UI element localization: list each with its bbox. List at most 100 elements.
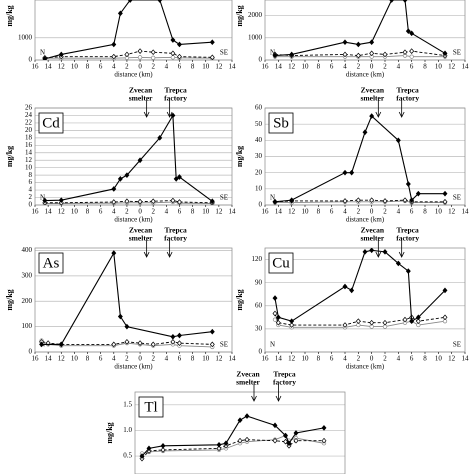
point xyxy=(173,176,179,182)
y-axis-label: mg/kg xyxy=(235,5,244,26)
point xyxy=(275,319,281,326)
series-line xyxy=(274,249,446,323)
x-tick-label: 14 xyxy=(462,208,470,216)
y-tick-label: 40 xyxy=(255,136,263,144)
x-tick-label: 6 xyxy=(99,63,103,71)
point xyxy=(170,50,176,57)
point xyxy=(382,198,388,204)
annotation: factory xyxy=(273,378,296,387)
point xyxy=(442,314,448,321)
annotation: smelter xyxy=(129,234,153,243)
x-tick-label: 6 xyxy=(330,63,334,71)
y-tick-label: 100 xyxy=(22,322,33,330)
point xyxy=(177,199,182,205)
x-tick-label: 8 xyxy=(191,208,195,216)
x-tick-label: 14 xyxy=(45,63,53,71)
point xyxy=(272,52,278,59)
point xyxy=(402,49,408,56)
x-tick-label: 4 xyxy=(112,208,116,216)
x-tick-label: 8 xyxy=(191,355,195,363)
x-tick-label: 2 xyxy=(357,355,361,363)
y-tick-label: 30 xyxy=(255,324,263,332)
series-line xyxy=(41,251,213,345)
panel: 0 1000 2000 16 14 12 10 8 6 4 2 0 2 4 6 8 10 12 14 distance… xyxy=(235,0,469,79)
y-tick-label: 60 xyxy=(255,104,263,112)
x-tick-label: 2 xyxy=(383,208,387,216)
y-tick-label: 1.5 xyxy=(123,400,132,408)
y-tick-label: 0 xyxy=(259,348,263,356)
point xyxy=(170,37,176,43)
point xyxy=(58,51,64,58)
x-tick-label: 6 xyxy=(330,208,334,216)
x-tick-label: 10 xyxy=(302,355,310,363)
annotation: Trepca xyxy=(165,86,187,95)
point xyxy=(289,318,295,325)
point xyxy=(146,445,152,452)
y-tick-label: 14 xyxy=(25,148,33,156)
point xyxy=(415,190,421,197)
left-label: N xyxy=(270,341,275,349)
point xyxy=(362,129,368,136)
point xyxy=(272,295,278,301)
panel-title: As xyxy=(43,255,60,271)
annotation: factory xyxy=(396,234,419,243)
x-tick-label: 10 xyxy=(302,63,310,71)
point xyxy=(272,437,278,444)
x-tick-label: 2 xyxy=(383,355,387,363)
point xyxy=(127,0,133,3)
x-tick-label: 14 xyxy=(229,63,237,71)
right-label: SE xyxy=(220,194,228,202)
point xyxy=(409,30,415,37)
x-tick-label: 12 xyxy=(215,208,223,216)
point xyxy=(342,283,348,290)
point xyxy=(137,198,143,205)
x-tick-label: 16 xyxy=(262,63,270,71)
annotation: Trepca xyxy=(397,226,419,235)
x-tick-label: 16 xyxy=(32,63,40,71)
arrow-head xyxy=(251,395,257,402)
y-tick-label: 0 xyxy=(29,56,33,64)
x-axis-label: distance (km) xyxy=(346,216,385,224)
point xyxy=(369,248,375,254)
point xyxy=(177,41,182,48)
series-group xyxy=(42,112,215,205)
point xyxy=(409,54,414,59)
x-tick-label: 6 xyxy=(99,208,103,216)
plot-frame xyxy=(34,247,233,353)
y-tick-label: 1000 xyxy=(18,33,33,41)
point xyxy=(244,436,250,443)
point xyxy=(111,341,117,348)
y-tick-label: 0 xyxy=(259,201,263,209)
x-tick-label: 8 xyxy=(423,63,427,71)
x-tick-label: 12 xyxy=(58,208,66,216)
right-label: SE xyxy=(220,49,228,57)
point xyxy=(442,287,448,294)
point xyxy=(170,333,176,340)
point xyxy=(137,48,143,54)
y-axis-label: mg/kg xyxy=(235,289,244,310)
plot-frame xyxy=(264,107,466,206)
x-tick-label: 10 xyxy=(202,63,210,71)
plot-frame xyxy=(34,0,233,61)
x-tick-label: 12 xyxy=(215,355,223,363)
x-tick-label: 16 xyxy=(262,208,270,216)
x-tick-label: 10 xyxy=(435,208,443,216)
x-axis-label: distance (km) xyxy=(114,363,153,371)
x-tick-label: 8 xyxy=(317,63,321,71)
x-tick-label: 0 xyxy=(138,355,142,363)
x-tick-label: 6 xyxy=(178,355,182,363)
series-line xyxy=(274,313,446,326)
x-tick-label: 12 xyxy=(448,63,456,71)
point xyxy=(442,190,448,197)
panel: 0 100 200 300 400 16 14 12 10 8 6 4 2 0 2 4 6 8 10 12 14 dist… xyxy=(5,226,236,371)
point xyxy=(405,28,411,34)
x-tick-label: 10 xyxy=(435,63,443,71)
title-box xyxy=(268,252,294,274)
annotation: factory xyxy=(164,94,187,103)
arrow-head xyxy=(375,251,382,258)
x-tick-label: 12 xyxy=(448,208,456,216)
point xyxy=(395,137,401,144)
x-tick-label: 6 xyxy=(330,355,334,363)
point xyxy=(160,447,166,453)
x-tick-label: 4 xyxy=(112,63,116,71)
